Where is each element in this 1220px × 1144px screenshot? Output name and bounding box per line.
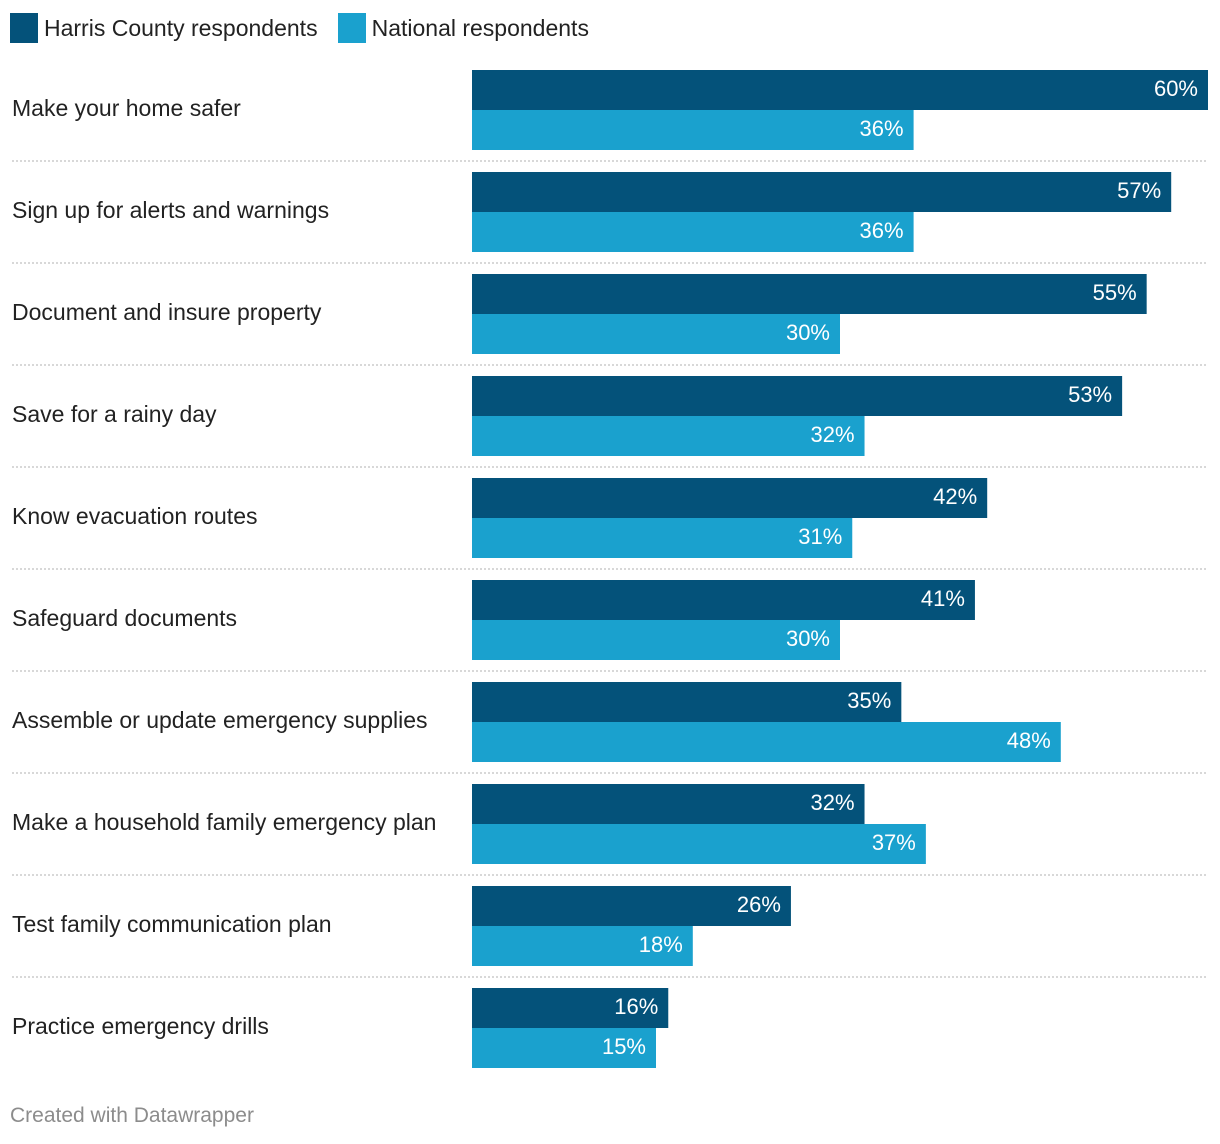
data-label-harris: 35% [847, 688, 891, 713]
category-label: Save for a rainy day [12, 401, 217, 427]
category-label: Document and insure property [12, 299, 322, 325]
data-label-national: 18% [639, 932, 683, 957]
bar-harris [472, 988, 669, 1028]
bar-national [472, 926, 693, 966]
data-label-harris: 32% [810, 790, 854, 815]
bar-harris [472, 70, 1208, 110]
bar-national [472, 416, 865, 456]
data-label-national: 37% [872, 830, 916, 855]
data-label-national: 30% [786, 626, 830, 651]
bar-national [472, 722, 1061, 762]
bar-national [472, 824, 926, 864]
legend-swatch-national [337, 13, 366, 43]
bar-harris [472, 784, 865, 824]
data-label-harris: 26% [737, 892, 781, 917]
bar-national [472, 110, 914, 150]
bar-national [472, 212, 914, 252]
legend-item-national: National respondents [337, 13, 589, 43]
data-label-harris: 55% [1093, 280, 1137, 305]
category-label: Make a household family emergency plan [12, 809, 436, 835]
category-label: Test family communication plan [12, 911, 332, 937]
data-label-harris: 42% [933, 484, 977, 509]
data-label-harris: 60% [1154, 76, 1198, 101]
legend-swatch-harris [10, 13, 38, 43]
bar-harris [472, 886, 791, 926]
data-label-national: 36% [860, 218, 904, 243]
category-label: Make your home safer [12, 95, 241, 121]
category-label: Practice emergency drills [12, 1013, 269, 1039]
legend-label-harris: Harris County respondents [44, 14, 318, 41]
bar-harris [472, 274, 1147, 314]
data-label-harris: 41% [921, 586, 965, 611]
data-label-harris: 53% [1068, 382, 1112, 407]
category-label: Know evacuation routes [12, 503, 258, 529]
category-label: Assemble or update emergency supplies [12, 707, 428, 733]
bar-national [472, 518, 853, 558]
legend-label-national: National respondents [371, 14, 589, 41]
bar-harris [472, 580, 975, 620]
chart-legend: Harris County respondents National respo… [10, 12, 609, 44]
data-label-national: 48% [1007, 728, 1051, 753]
bar-national [472, 1028, 656, 1068]
data-label-national: 36% [860, 116, 904, 141]
bar-national [472, 620, 840, 660]
bar-national [472, 314, 840, 354]
data-label-harris: 16% [614, 994, 658, 1019]
data-label-national: 30% [786, 320, 830, 345]
footer-credit: Created with Datawrapper [10, 1104, 254, 1127]
data-label-national: 32% [810, 422, 854, 447]
legend-item-harris: Harris County respondents [10, 13, 318, 43]
bar-harris [472, 478, 988, 518]
category-label: Sign up for alerts and warnings [12, 197, 329, 223]
data-label-national: 31% [798, 524, 842, 549]
data-label-national: 15% [602, 1034, 646, 1059]
category-label: Safeguard documents [12, 605, 237, 631]
bar-harris [472, 376, 1123, 416]
bar-harris [472, 682, 902, 722]
data-label-harris: 57% [1117, 178, 1161, 203]
bar-harris [472, 172, 1172, 212]
